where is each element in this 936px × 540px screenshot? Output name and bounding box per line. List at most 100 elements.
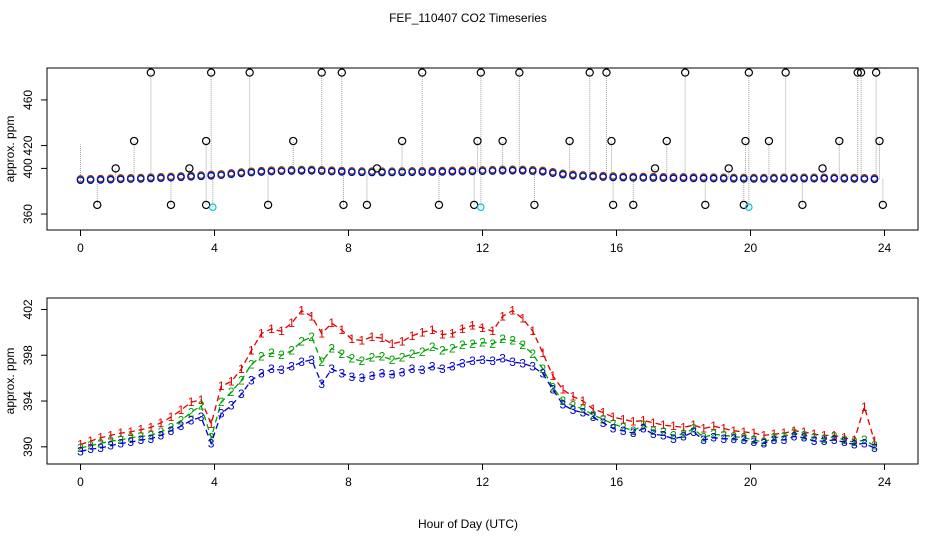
- top-panel: 0 4 8 12 16 20 24 360 400 420 460 approx. ppm: [3, 67, 919, 255]
- series-marker-3: 3: [791, 430, 798, 444]
- series-marker-3: 3: [278, 363, 285, 377]
- series-marker-1: 1: [268, 322, 275, 336]
- data-point: [337, 168, 346, 176]
- series-marker-1: 1: [761, 428, 768, 442]
- data-point: [237, 169, 246, 178]
- series-marker-3: 3: [77, 444, 84, 458]
- series-marker-2: 2: [751, 433, 758, 447]
- x-tick-label: 12: [476, 475, 490, 489]
- series-marker-1: 1: [228, 375, 235, 389]
- series-marker-2: 2: [600, 412, 607, 426]
- data-point: [579, 172, 587, 181]
- outlier-point: [565, 136, 574, 146]
- outlier-point: [724, 164, 733, 173]
- series-marker-2: 2: [359, 354, 366, 368]
- series-marker-2: 2: [389, 353, 396, 367]
- series-marker-2: 2: [509, 333, 516, 347]
- series-marker-1: 1: [188, 395, 195, 409]
- x-axis-label: Hour of Day (UTC): [418, 517, 518, 531]
- series-marker-3: 3: [258, 367, 265, 381]
- series-marker-1: 1: [871, 434, 878, 448]
- series-marker-3: 3: [620, 424, 627, 438]
- series-marker-1: 1: [489, 324, 496, 338]
- y-tick-label: 398: [21, 345, 35, 365]
- series-marker-3: 3: [429, 360, 436, 374]
- outlier-point: [608, 200, 618, 210]
- series-marker-2: 2: [479, 336, 486, 350]
- series-marker-2: 2: [369, 351, 376, 365]
- data-point: [810, 174, 818, 183]
- outlier-point: [875, 136, 884, 146]
- series-marker-2: 2: [489, 337, 496, 351]
- outlier-point: [741, 136, 750, 146]
- series-marker-2: 2: [519, 338, 526, 352]
- series-marker-2: 2: [208, 431, 215, 445]
- data-point: [729, 174, 738, 183]
- series-marker-3: 3: [600, 416, 607, 430]
- data-point: [719, 174, 728, 183]
- data-point: [669, 174, 678, 183]
- outlier-point: [871, 68, 881, 77]
- series-marker-3: 3: [821, 434, 828, 448]
- series-marker-2: 2: [379, 349, 386, 363]
- series-line-1: [80, 309, 876, 446]
- series-marker-3: 3: [660, 428, 667, 442]
- low-flag-point: [209, 203, 217, 211]
- series-marker-1: 1: [821, 428, 828, 442]
- series-marker-3: 3: [519, 356, 526, 370]
- series-marker-3: 3: [680, 430, 687, 444]
- series-marker-1: 1: [680, 420, 687, 434]
- series-marker-1: 1: [107, 428, 114, 442]
- series-marker-2: 2: [690, 422, 697, 436]
- series-marker-1: 1: [137, 423, 144, 437]
- x-tick-label: 0: [77, 241, 84, 255]
- outlier-point: [629, 200, 638, 210]
- data-point: [207, 172, 215, 180]
- series-marker-3: 3: [409, 362, 416, 376]
- series-marker-3: 3: [238, 387, 245, 401]
- series-marker-2: 2: [158, 425, 165, 439]
- data-point: [478, 167, 487, 176]
- outlier-point: [607, 136, 616, 146]
- series-marker-1: 1: [751, 426, 758, 440]
- series-marker-1: 1: [620, 412, 627, 426]
- x-tick-label: 24: [878, 241, 892, 255]
- series-marker-2: 2: [298, 335, 305, 349]
- outlier-point: [739, 200, 749, 210]
- series-marker-2: 2: [288, 344, 295, 358]
- series-marker-3: 3: [349, 370, 356, 384]
- outlier-point: [744, 68, 754, 77]
- series-marker-2: 2: [740, 431, 747, 445]
- outlier-point: [515, 68, 524, 77]
- y-tick-label: 460: [21, 90, 35, 110]
- data-point: [106, 175, 115, 184]
- series-marker-1: 1: [811, 427, 818, 441]
- series-marker-1: 1: [308, 309, 315, 323]
- series-marker-1: 1: [439, 328, 446, 342]
- series-marker-2: 2: [710, 427, 717, 441]
- series-marker-2: 2: [771, 431, 778, 445]
- x-tick-label: 8: [345, 241, 352, 255]
- data-point: [157, 174, 165, 183]
- series-marker-1: 1: [148, 420, 155, 434]
- series-marker-3: 3: [560, 397, 567, 411]
- series-marker-3: 3: [710, 431, 717, 445]
- outlier-point: [337, 68, 346, 77]
- series-marker-2: 2: [851, 435, 858, 449]
- series-marker-3: 3: [158, 428, 165, 442]
- y-tick-label: 402: [21, 299, 35, 319]
- data-point: [780, 174, 788, 183]
- outlier-point: [397, 136, 407, 146]
- series-marker-1: 1: [580, 394, 587, 408]
- series-marker-3: 3: [369, 369, 376, 383]
- series-marker-2: 2: [580, 402, 587, 416]
- series-marker-1: 1: [389, 337, 396, 351]
- series-marker-3: 3: [198, 410, 205, 424]
- series-marker-1: 1: [318, 326, 325, 340]
- series-marker-3: 3: [479, 353, 486, 367]
- series-marker-1: 1: [791, 424, 798, 438]
- series-marker-2: 2: [630, 424, 637, 438]
- series-marker-3: 3: [97, 441, 104, 455]
- series-marker-2: 2: [338, 347, 345, 361]
